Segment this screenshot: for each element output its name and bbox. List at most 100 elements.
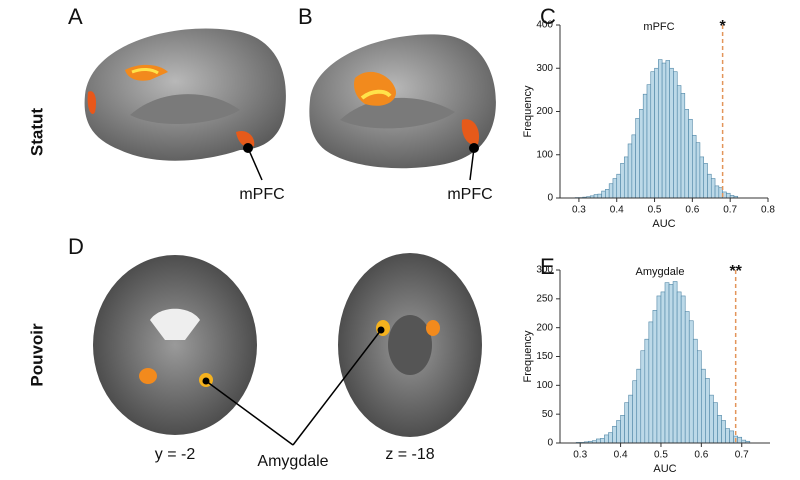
- histogram-bar: [668, 284, 674, 444]
- histogram-bar: [692, 338, 698, 444]
- x-axis-label: AUC: [652, 218, 675, 230]
- histogram-bar: [676, 85, 682, 199]
- histogram-bar: [676, 291, 682, 444]
- connectors: [205, 329, 382, 446]
- region-label: Amygdale: [257, 453, 328, 470]
- x-tick-label: 0.3: [573, 450, 587, 461]
- histogram-bar: [669, 67, 674, 199]
- histogram-bar: [688, 118, 693, 199]
- histogram-bar: [673, 71, 678, 199]
- panel-letter: C: [540, 4, 556, 29]
- y-tick-label: 0: [547, 193, 553, 204]
- histogram-bar: [627, 143, 633, 199]
- histogram-bar: [640, 350, 646, 444]
- histogram-bar: [721, 420, 726, 444]
- histogram-bar: [636, 368, 642, 444]
- y-tick-label: 100: [536, 380, 553, 391]
- histogram-bar: [644, 338, 650, 444]
- histogram-bar: [656, 295, 662, 444]
- x-tick-label: 0.8: [761, 205, 775, 216]
- histogram-bar: [608, 432, 613, 444]
- histogram-bar: [620, 163, 625, 199]
- histogram-bar: [729, 430, 734, 444]
- y-tick-label: 150: [536, 351, 553, 362]
- histogram-bar: [652, 310, 658, 444]
- histogram-bar: [697, 350, 702, 444]
- region-label: mPFC: [447, 186, 492, 203]
- x-tick-label: 0.7: [735, 450, 749, 461]
- histogram-bar: [699, 156, 705, 199]
- histogram-bar: [664, 282, 670, 444]
- slice-label: z = -18: [385, 446, 434, 463]
- histogram-bar: [624, 402, 629, 444]
- histogram-bar: [684, 311, 690, 444]
- y-tick-label: 250: [536, 293, 553, 304]
- histogram-bar: [665, 60, 670, 199]
- y-axis-label: Frequency: [522, 85, 534, 137]
- y-tick-label: 0: [547, 438, 553, 449]
- x-tick-label: 0.5: [654, 450, 668, 461]
- y-axis-label: Frequency: [522, 330, 534, 382]
- y-tick-label: 300: [536, 63, 553, 74]
- row-label: Statut: [27, 108, 46, 157]
- chart-title: mPFC: [643, 21, 674, 33]
- histogram-bar: [714, 185, 720, 199]
- histogram-bar: [596, 438, 601, 444]
- histogram-bar: [726, 192, 731, 199]
- histogram-bar: [680, 93, 686, 199]
- x-tick-label: 0.5: [648, 205, 662, 216]
- histogram-bar: [713, 402, 718, 444]
- histogram-bar: [648, 321, 654, 444]
- histogram-bar: [680, 295, 686, 444]
- brain-medial-b: [309, 34, 496, 181]
- x-tick-label: 0.6: [685, 205, 699, 216]
- histogram-bar: [737, 436, 743, 444]
- panel-letter: A: [68, 4, 83, 29]
- histogram-bar: [661, 62, 667, 199]
- histogram-bar: [701, 368, 706, 444]
- y-tick-label: 200: [536, 322, 553, 333]
- y-tick-label: 100: [536, 149, 553, 160]
- histogram-bar: [623, 156, 629, 199]
- histogram-bar: [600, 438, 605, 444]
- chart-title: Amygdale: [636, 266, 685, 278]
- histogram-bar: [593, 194, 599, 199]
- histogram-bar: [725, 428, 730, 444]
- histogram-bar: [639, 109, 644, 199]
- histogram-bar: [604, 434, 609, 444]
- histogram-bar: [616, 420, 621, 444]
- row-label: Pouvoir: [27, 323, 46, 387]
- y-tick-label: 50: [542, 409, 554, 420]
- histogram-bar: [705, 378, 710, 444]
- histogram-bar: [616, 173, 621, 199]
- y-tick-label: 300: [536, 265, 553, 276]
- histogram-bar: [688, 320, 694, 444]
- histogram-bar: [658, 59, 663, 199]
- histogram-bar: [612, 178, 618, 199]
- significance-mark: *: [720, 18, 727, 35]
- histogram-bar: [684, 109, 689, 199]
- x-tick-label: 0.4: [614, 450, 628, 461]
- histogram-bar: [628, 394, 633, 444]
- histogram-bar: [620, 415, 625, 444]
- y-tick-label: 200: [536, 106, 553, 117]
- histogram-bar: [632, 380, 638, 444]
- histogram-bar: [650, 71, 655, 199]
- panel-letter: E: [540, 254, 555, 279]
- histogram-bar: [707, 173, 712, 199]
- region-label: mPFC: [239, 186, 284, 203]
- panel-letter: B: [298, 4, 313, 29]
- histogram-bar: [631, 134, 636, 199]
- x-tick-label: 0.3: [572, 205, 586, 216]
- y-tick-label: 400: [536, 20, 553, 31]
- histogram-bar: [695, 142, 701, 199]
- histogram-bar: [703, 163, 708, 199]
- histogram-bar: [612, 425, 617, 444]
- histogram-bar: [605, 189, 610, 199]
- brain-medial-a: [84, 28, 286, 181]
- brain-axial: [338, 253, 482, 437]
- x-tick-label: 0.7: [723, 205, 737, 216]
- brain-coronal: [93, 255, 257, 435]
- slice-label: y = -2: [155, 446, 196, 463]
